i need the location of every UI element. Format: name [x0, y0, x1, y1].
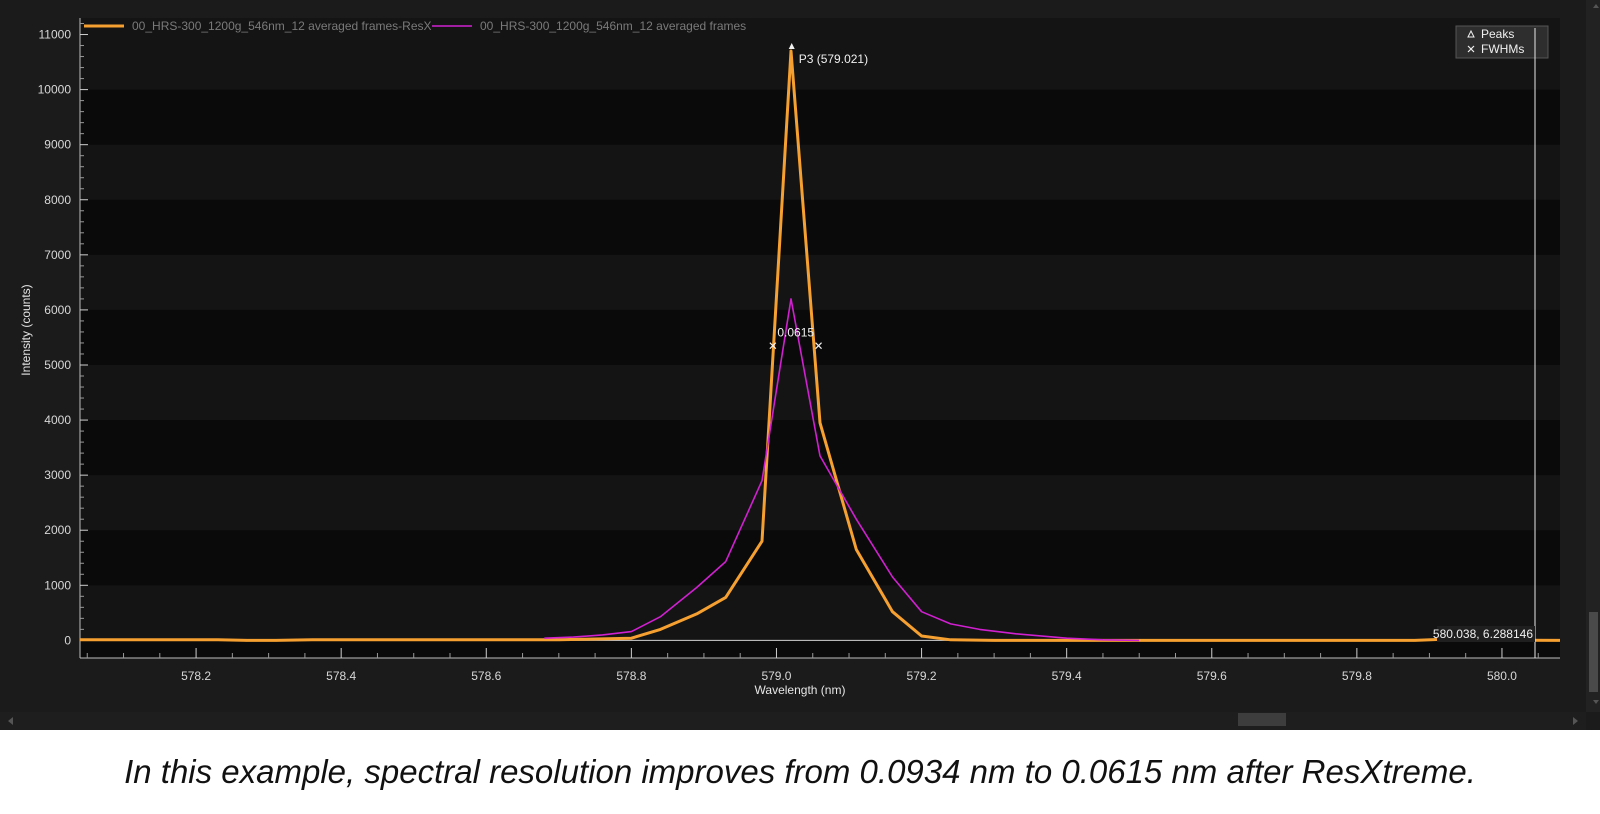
- y-tick-label: 4000: [44, 413, 71, 427]
- y-tick-label: 3000: [44, 468, 71, 482]
- x-tick-label: 579.6: [1197, 669, 1227, 683]
- spectrum-chart: 0 1000 2000 3000 4000 5000 6000 7000 8000 9000 100…: [0, 0, 1600, 730]
- y-tick-label: 9000: [44, 138, 71, 152]
- y-tick-label: 2000: [44, 523, 71, 537]
- x-tick-label: 578.2: [181, 669, 211, 683]
- y-tick-label: 8000: [44, 193, 71, 207]
- legend-label: 00_HRS-300_1200g_546nm_12 averaged frame…: [132, 19, 432, 33]
- y-tick-label: 10000: [38, 83, 72, 97]
- scroll-up-icon[interactable]: [1593, 4, 1599, 8]
- grid-band: [80, 254, 1560, 310]
- x-tick-label: 579.2: [907, 669, 937, 683]
- peak-triangle-icon: [1467, 29, 1475, 38]
- vertical-scrollbar[interactable]: [1586, 0, 1600, 712]
- grid-band: [80, 585, 1560, 641]
- grid-band: [80, 144, 1560, 200]
- fwhm-label: 0.0615: [777, 326, 814, 340]
- x-tick-label: 580.0: [1487, 669, 1517, 683]
- y-tick-label: 0: [64, 633, 71, 647]
- x-tick-label: 579.4: [1052, 669, 1082, 683]
- figure-caption: In this example, spectral resolution imp…: [124, 753, 1476, 790]
- x-tick-label: 578.6: [471, 669, 501, 683]
- horizontal-scrollbar[interactable]: [0, 712, 1586, 730]
- spectrum-viewer-window: 0 1000 2000 3000 4000 5000 6000 7000 8000 9000 100…: [0, 0, 1600, 730]
- scroll-right-icon[interactable]: [1573, 717, 1578, 725]
- series-line-raw: [544, 298, 1140, 642]
- x-tick-label: 579.0: [761, 669, 791, 683]
- x-axis-title: Wavelength (nm): [755, 683, 846, 697]
- grid-band: [80, 18, 1560, 35]
- plot-area[interactable]: [80, 18, 1560, 658]
- y-tick-label: 5000: [44, 358, 71, 372]
- horizontal-scrollbar-thumb[interactable]: [1238, 713, 1286, 726]
- y-axis-title: Intensity (counts): [19, 284, 33, 375]
- vertical-scrollbar-thumb[interactable]: [1589, 612, 1598, 692]
- scroll-down-icon[interactable]: [1593, 700, 1599, 704]
- y-tick-label: 11000: [39, 28, 72, 42]
- marker-legend-peaks: Peaks: [1481, 27, 1514, 41]
- series-line-resx: [80, 49, 1561, 642]
- x-tick-label: 578.8: [616, 669, 646, 683]
- cursor-readout-box: [1437, 626, 1535, 642]
- fwhm-marker: [815, 342, 822, 350]
- peak-marker: [788, 43, 795, 50]
- y-tick-label: 7000: [44, 248, 71, 262]
- y-tick-label: 6000: [44, 303, 71, 317]
- fwhm-marker: [769, 342, 777, 350]
- x-tick-label: 578.4: [326, 669, 356, 683]
- marker-legend-fwhms: FWHMs: [1481, 42, 1524, 56]
- grid-band: [80, 34, 1560, 90]
- fwhm-x-icon: [1467, 45, 1475, 53]
- legend-label: 00_HRS-300_1200g_546nm_12 averaged frame…: [480, 19, 746, 33]
- peak-label: P3 (579.021): [799, 52, 868, 66]
- x-tick-label: 579.8: [1342, 669, 1372, 683]
- grid-band: [80, 475, 1560, 531]
- cursor-readout: 580.038, 6.288146: [1433, 627, 1533, 641]
- scroll-left-icon[interactable]: [8, 717, 13, 725]
- y-tick-label: 1000: [44, 578, 71, 592]
